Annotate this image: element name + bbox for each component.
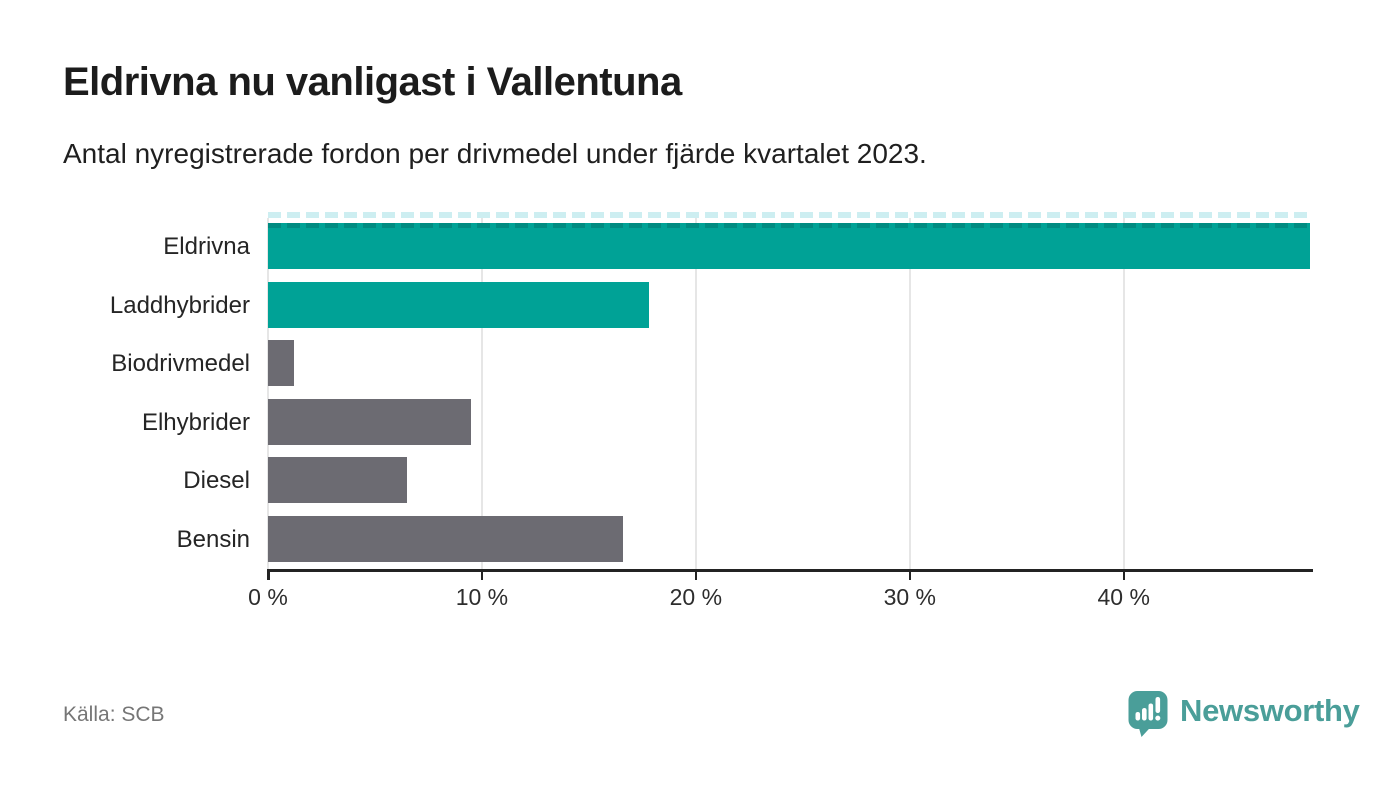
gridline xyxy=(480,218,483,569)
x-axis-tick xyxy=(908,571,912,580)
chart-title: Eldrivna nu vanligast i Vallentuna xyxy=(63,60,682,104)
bar xyxy=(268,281,649,328)
category-label: Biodrivmedel xyxy=(111,350,250,378)
category-label: Eldrivna xyxy=(163,233,250,261)
plot-area xyxy=(267,212,1312,569)
x-axis-tick-label: 40 % xyxy=(1097,584,1150,610)
x-axis-line xyxy=(267,569,1313,572)
bar xyxy=(268,398,472,445)
category-label: Laddhybrider xyxy=(109,291,250,319)
category-label: Elhybrider xyxy=(141,408,250,436)
gridline xyxy=(267,218,269,569)
bar xyxy=(268,340,294,386)
x-axis-tick xyxy=(480,571,484,580)
bar xyxy=(268,457,408,503)
cut-dashed-line xyxy=(268,212,1310,218)
x-axis-tick xyxy=(267,571,270,580)
x-axis-tick-label: 20 % xyxy=(669,584,723,610)
category-label: Diesel xyxy=(183,467,250,495)
newsworthy-logo: Newsworthy xyxy=(1128,689,1360,739)
bar xyxy=(268,515,624,562)
x-axis-tick-label: 30 % xyxy=(883,584,937,610)
bar xyxy=(268,223,1310,269)
gridline xyxy=(908,218,911,569)
chart-subtitle: Antal nyregistrerade fordon per drivmede… xyxy=(63,138,927,169)
x-axis-tick xyxy=(1122,571,1126,580)
gridline xyxy=(1122,218,1125,569)
y-axis-category-labels: Eldrivna Laddhybrider Biodrivmedel Elhybrid… xyxy=(0,218,250,569)
x-axis-tick xyxy=(694,571,698,580)
x-axis-tick-label: 0 % xyxy=(248,584,288,610)
newsworthy-wordmark: Newsworthy xyxy=(1180,693,1360,728)
gridline xyxy=(694,218,697,569)
category-label: Bensin xyxy=(176,525,250,553)
source-note: Källa: SCB xyxy=(63,703,165,726)
x-axis-tick-label: 10 % xyxy=(455,584,509,610)
newsworthy-icon xyxy=(1128,691,1168,737)
